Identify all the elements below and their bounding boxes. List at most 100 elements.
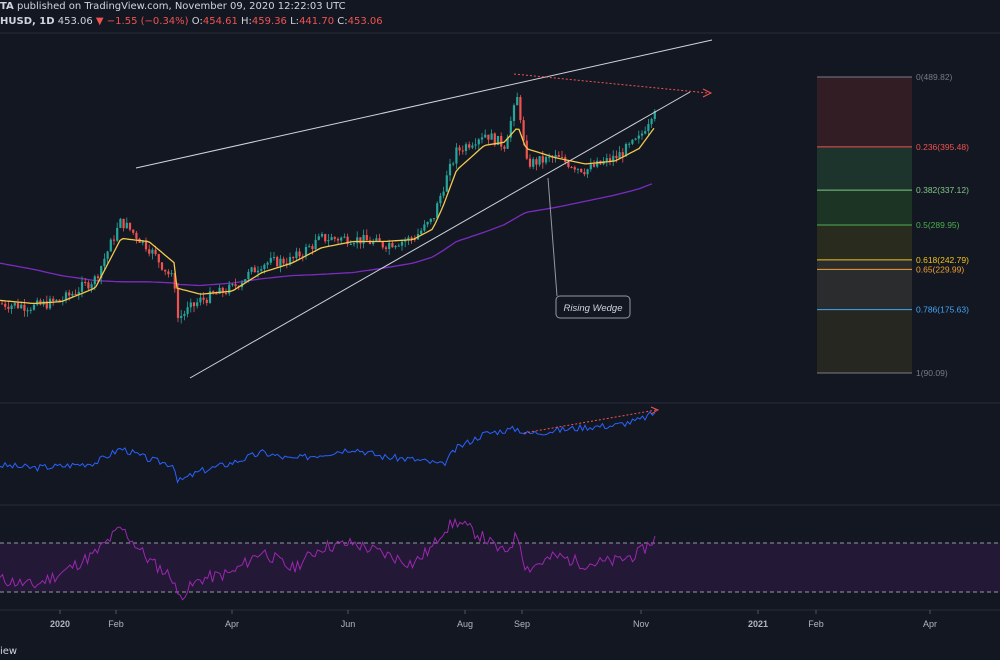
candle-body bbox=[487, 134, 490, 140]
candle-body bbox=[532, 159, 535, 167]
candle-body bbox=[48, 298, 52, 309]
candle-body bbox=[151, 249, 154, 254]
candle-body bbox=[471, 145, 474, 148]
candle-body bbox=[135, 232, 138, 239]
candle-body bbox=[349, 243, 352, 245]
publish-header: TA published on TradingView.com, Novembe… bbox=[0, 1, 346, 12]
candle-body bbox=[247, 271, 250, 280]
candle bbox=[189, 298, 192, 313]
candle-body bbox=[554, 155, 557, 158]
candle bbox=[276, 255, 279, 268]
candle-body bbox=[272, 256, 276, 258]
candle bbox=[180, 309, 183, 324]
candle-body bbox=[506, 137, 509, 149]
candle bbox=[77, 287, 80, 300]
candle-body bbox=[29, 309, 32, 311]
callout-box[interactable] bbox=[555, 295, 631, 319]
candle bbox=[368, 236, 372, 245]
candle-body bbox=[362, 235, 365, 244]
low-label: L: bbox=[290, 16, 300, 27]
candle bbox=[71, 291, 74, 298]
candle-body bbox=[621, 152, 624, 157]
candle bbox=[618, 146, 621, 159]
high-label: H: bbox=[241, 16, 252, 27]
x-tick-label: Feb bbox=[108, 619, 124, 629]
fib-level-label: 0.786(175.63) bbox=[916, 305, 969, 315]
candle bbox=[612, 150, 615, 167]
candle-body bbox=[410, 237, 413, 240]
fib-zone bbox=[817, 190, 912, 226]
candle bbox=[340, 236, 343, 245]
candle bbox=[103, 253, 106, 270]
candle bbox=[583, 168, 586, 177]
candle bbox=[570, 165, 573, 169]
price-divergence-arrow bbox=[702, 88, 713, 98]
wedge-upper-trendline[interactable] bbox=[135, 39, 713, 169]
symbol-label[interactable]: HUSD, 1D bbox=[0, 16, 55, 27]
candle-body bbox=[100, 266, 103, 279]
candle bbox=[560, 150, 564, 158]
candle-body bbox=[148, 249, 151, 254]
candle-body bbox=[388, 242, 391, 249]
candle bbox=[23, 298, 26, 317]
candle-body bbox=[426, 222, 429, 225]
candle bbox=[272, 251, 276, 261]
x-tick-label: Feb bbox=[808, 619, 824, 629]
candle bbox=[631, 139, 634, 146]
candle bbox=[167, 269, 170, 278]
candle bbox=[468, 141, 471, 151]
candle bbox=[122, 218, 125, 232]
candle bbox=[253, 264, 256, 273]
candle bbox=[474, 138, 477, 150]
candle-body bbox=[314, 239, 317, 250]
candle-body bbox=[160, 262, 164, 270]
price-change: −1.55 (−0.34%) bbox=[106, 16, 189, 27]
candle-body bbox=[26, 310, 29, 312]
candle-body bbox=[343, 236, 346, 238]
candle bbox=[365, 229, 368, 241]
candle-body bbox=[96, 276, 100, 279]
candle-body bbox=[202, 297, 205, 300]
candle-body bbox=[461, 150, 464, 152]
candle bbox=[439, 193, 442, 207]
candle-body bbox=[365, 235, 368, 241]
candle bbox=[628, 142, 631, 149]
candle-body bbox=[4, 303, 7, 307]
candle-body bbox=[221, 287, 224, 293]
candle-body bbox=[327, 240, 330, 242]
candle bbox=[576, 168, 580, 174]
wedge-lower-trendline[interactable] bbox=[189, 91, 691, 379]
candle-body bbox=[452, 163, 455, 165]
candle-body bbox=[301, 256, 304, 258]
candle bbox=[32, 302, 36, 311]
candle bbox=[157, 253, 160, 268]
candle-body bbox=[618, 152, 621, 159]
candle-body bbox=[112, 239, 116, 241]
fibonacci-retracement[interactable]: 0(489.82) 0.236(395.48) 0.382(337.12) 0.5(2… bbox=[817, 72, 969, 378]
candle-body bbox=[340, 237, 343, 241]
candle bbox=[493, 132, 496, 147]
candle-body bbox=[474, 144, 477, 146]
price-divergence-line[interactable] bbox=[513, 73, 709, 94]
ma-fast-line bbox=[0, 127, 655, 305]
candle bbox=[285, 257, 288, 269]
candle bbox=[362, 229, 365, 249]
candle bbox=[205, 297, 208, 306]
candle-body bbox=[234, 284, 237, 287]
author-name[interactable]: TA bbox=[0, 1, 14, 12]
candle-body bbox=[103, 258, 106, 267]
candle bbox=[490, 129, 493, 140]
candle-body bbox=[0, 303, 4, 305]
candle bbox=[336, 237, 340, 244]
candle-body bbox=[404, 240, 407, 242]
candle-body bbox=[420, 230, 423, 235]
candle-body bbox=[637, 135, 640, 139]
time-axis[interactable]: 2020 Feb Apr Jun Aug Sep Nov 2021 Feb Apr bbox=[50, 610, 937, 629]
candle-body bbox=[170, 273, 173, 275]
candle bbox=[464, 142, 468, 155]
candle bbox=[436, 201, 439, 219]
candle-body bbox=[493, 133, 496, 145]
candle bbox=[426, 221, 429, 228]
candle-body bbox=[592, 164, 596, 167]
candle bbox=[13, 302, 16, 309]
